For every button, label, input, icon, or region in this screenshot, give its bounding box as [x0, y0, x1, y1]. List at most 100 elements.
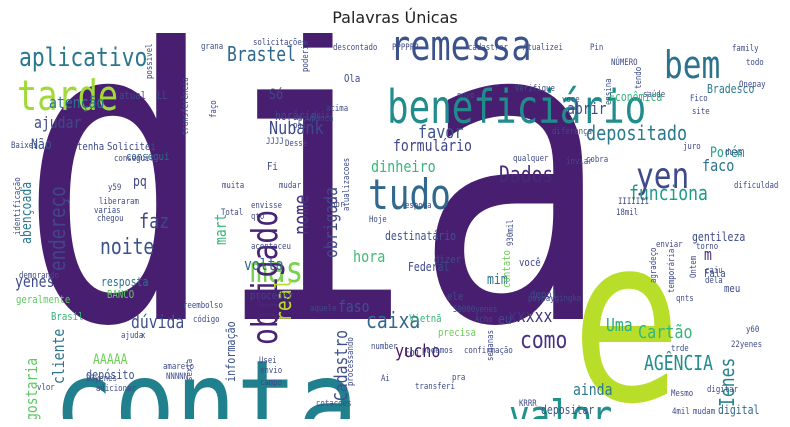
- word-20: caixa: [366, 307, 420, 333]
- word-1: dia: [19, 33, 611, 418]
- word-18: Nubank: [269, 118, 324, 139]
- word-43: ajudar: [34, 114, 82, 133]
- word-109: dela: [705, 274, 723, 285]
- word-100: mudar: [279, 179, 301, 190]
- word-52: Porém: [710, 145, 745, 161]
- word-122: trde: [671, 342, 689, 353]
- word-29: yucho: [395, 341, 440, 362]
- word-13: aplicativo: [19, 42, 147, 73]
- word-97: qualquer: [513, 152, 549, 163]
- word-27: faz: [139, 211, 169, 234]
- word-137: envio: [260, 364, 282, 375]
- word-114: 50000yenes: [453, 303, 497, 314]
- word-49: faso: [338, 298, 370, 317]
- word-35: formulário: [393, 137, 472, 156]
- word-34: ainda: [573, 381, 612, 400]
- word-110: aconteceu: [251, 240, 291, 251]
- word-140: adicionar: [96, 382, 136, 393]
- word-145: vlor: [37, 381, 55, 392]
- word-53: pq: [133, 174, 147, 190]
- word-23: AGÊNCIA: [644, 351, 713, 375]
- word-121: 22yenes: [731, 338, 762, 349]
- word-134: processando: [344, 337, 355, 386]
- word-163: diferença: [552, 125, 592, 136]
- word-61: depósito: [86, 368, 135, 382]
- word-186: ensina: [602, 78, 613, 105]
- word-152: chegou: [97, 212, 124, 223]
- word-148: identificação: [11, 177, 22, 235]
- word-181: novo: [457, 89, 475, 100]
- word-54: mart: [212, 213, 231, 245]
- word-149: y59: [108, 181, 121, 192]
- word-184: Fico: [690, 92, 708, 103]
- word-98: inviar: [566, 155, 593, 166]
- word-32: dúvida: [131, 312, 184, 333]
- word-183: saúde: [643, 88, 665, 99]
- word-157: 930mil: [504, 219, 515, 246]
- word-107: torno: [696, 240, 718, 251]
- word-166: JJJJ: [266, 135, 284, 146]
- word-128: mudam: [693, 405, 715, 416]
- word-15: depositado: [586, 123, 687, 146]
- word-153: envisse: [251, 199, 282, 210]
- word-176: Pin: [590, 41, 603, 52]
- word-51: mim: [487, 272, 508, 288]
- word-73: Brasil: [51, 311, 84, 323]
- word-185: tendo: [632, 67, 643, 89]
- word-171: solicitações: [253, 36, 306, 47]
- word-131: pra: [452, 371, 465, 382]
- word-46: AAAAA: [93, 352, 128, 368]
- word-40: abrir: [567, 100, 607, 119]
- word-84: Solicitei: [107, 141, 156, 153]
- word-116: qnts: [676, 292, 694, 303]
- word-16: como: [520, 327, 567, 354]
- word-33: yenes: [15, 273, 54, 292]
- word-24: Ienes: [717, 358, 740, 407]
- word-96: esposa: [405, 199, 432, 210]
- word-117: agradeço: [647, 247, 658, 283]
- word-94: juro: [683, 140, 701, 151]
- word-125: semanas: [484, 330, 495, 361]
- word-7: valor: [509, 391, 612, 419]
- word-41: volta: [244, 256, 283, 275]
- word-99: dificuldade: [734, 179, 779, 190]
- word-81: contato: [501, 250, 513, 288]
- word-21: endereço: [45, 186, 70, 271]
- word-79: precisa: [438, 327, 476, 339]
- word-3: e: [571, 188, 682, 419]
- chart-title: Palavras Únicas: [332, 8, 458, 27]
- word-55: eu: [498, 312, 512, 328]
- word-106: enviar: [656, 238, 683, 249]
- word-126: Mesmo: [671, 387, 693, 398]
- word-177: NÚMERO: [611, 55, 638, 67]
- word-173: PPPPPP: [392, 41, 419, 52]
- word-86: geralmente: [16, 294, 70, 306]
- word-22: funciona: [629, 183, 708, 206]
- word-108: caiu: [705, 264, 723, 275]
- word-119: Ontem: [687, 256, 698, 278]
- word-136: Usei: [259, 354, 277, 365]
- word-123: podemos: [422, 344, 453, 355]
- word-169: transferência: [179, 77, 190, 135]
- word-151: varias: [94, 204, 121, 215]
- word-56: Só: [269, 87, 283, 103]
- word-103: por: [331, 198, 344, 209]
- word-59: destinatário: [385, 229, 456, 243]
- word-38: Cadastro: [331, 330, 352, 401]
- word-25: favor: [418, 122, 463, 143]
- word-144: sexta: [183, 359, 194, 381]
- word-85: Fi: [267, 161, 278, 173]
- word-146: ajuda: [121, 329, 143, 340]
- word-69: Bradesco: [707, 82, 754, 96]
- word-48: faco: [702, 157, 734, 175]
- word-124: confirmação: [464, 344, 513, 355]
- word-60: horário: [275, 109, 316, 123]
- word-182: Verifique: [515, 82, 555, 93]
- word-172: descontado: [333, 41, 377, 52]
- word-92: conseguir: [114, 152, 154, 163]
- word-68: digital: [718, 403, 759, 417]
- word-133: cotacoes: [316, 397, 352, 408]
- word-58: abençoada: [19, 182, 35, 244]
- word-159: Desse: [285, 137, 307, 148]
- word-132: transferi: [415, 380, 455, 391]
